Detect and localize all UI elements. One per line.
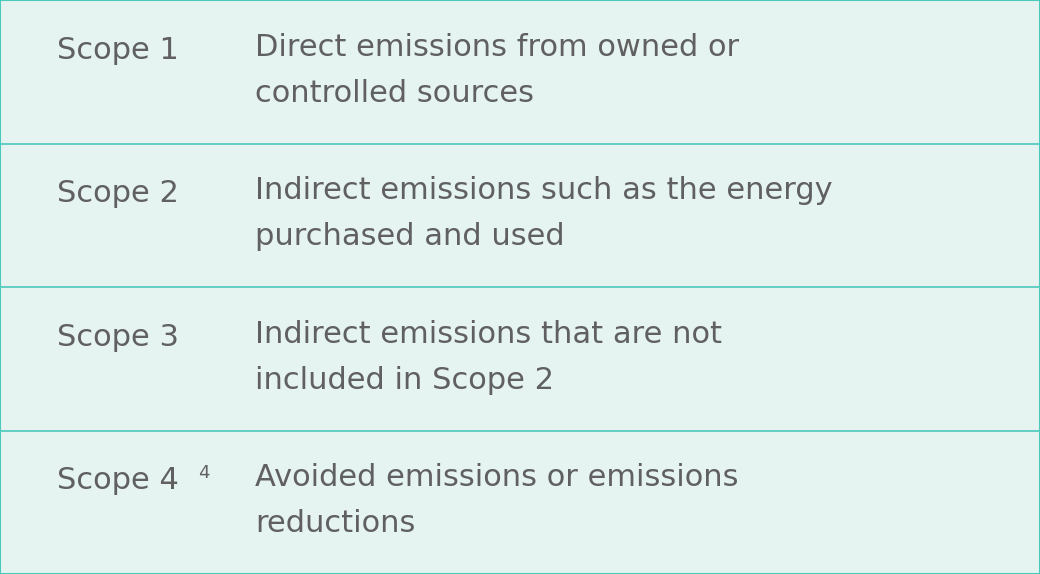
Text: Scope 2: Scope 2 (57, 179, 179, 208)
Text: Direct emissions from owned or: Direct emissions from owned or (255, 33, 739, 62)
Text: Avoided emissions or emissions: Avoided emissions or emissions (255, 463, 738, 492)
Text: controlled sources: controlled sources (255, 79, 534, 108)
Text: Scope 4: Scope 4 (57, 466, 179, 495)
Text: Scope 3: Scope 3 (57, 323, 179, 352)
Text: reductions: reductions (255, 509, 415, 538)
Text: Indirect emissions that are not: Indirect emissions that are not (255, 320, 722, 349)
Text: 4: 4 (198, 464, 209, 482)
Text: Indirect emissions such as the energy: Indirect emissions such as the energy (255, 176, 832, 205)
Text: purchased and used: purchased and used (255, 222, 565, 251)
Text: Scope 1: Scope 1 (57, 36, 179, 65)
Text: included in Scope 2: included in Scope 2 (255, 366, 553, 395)
